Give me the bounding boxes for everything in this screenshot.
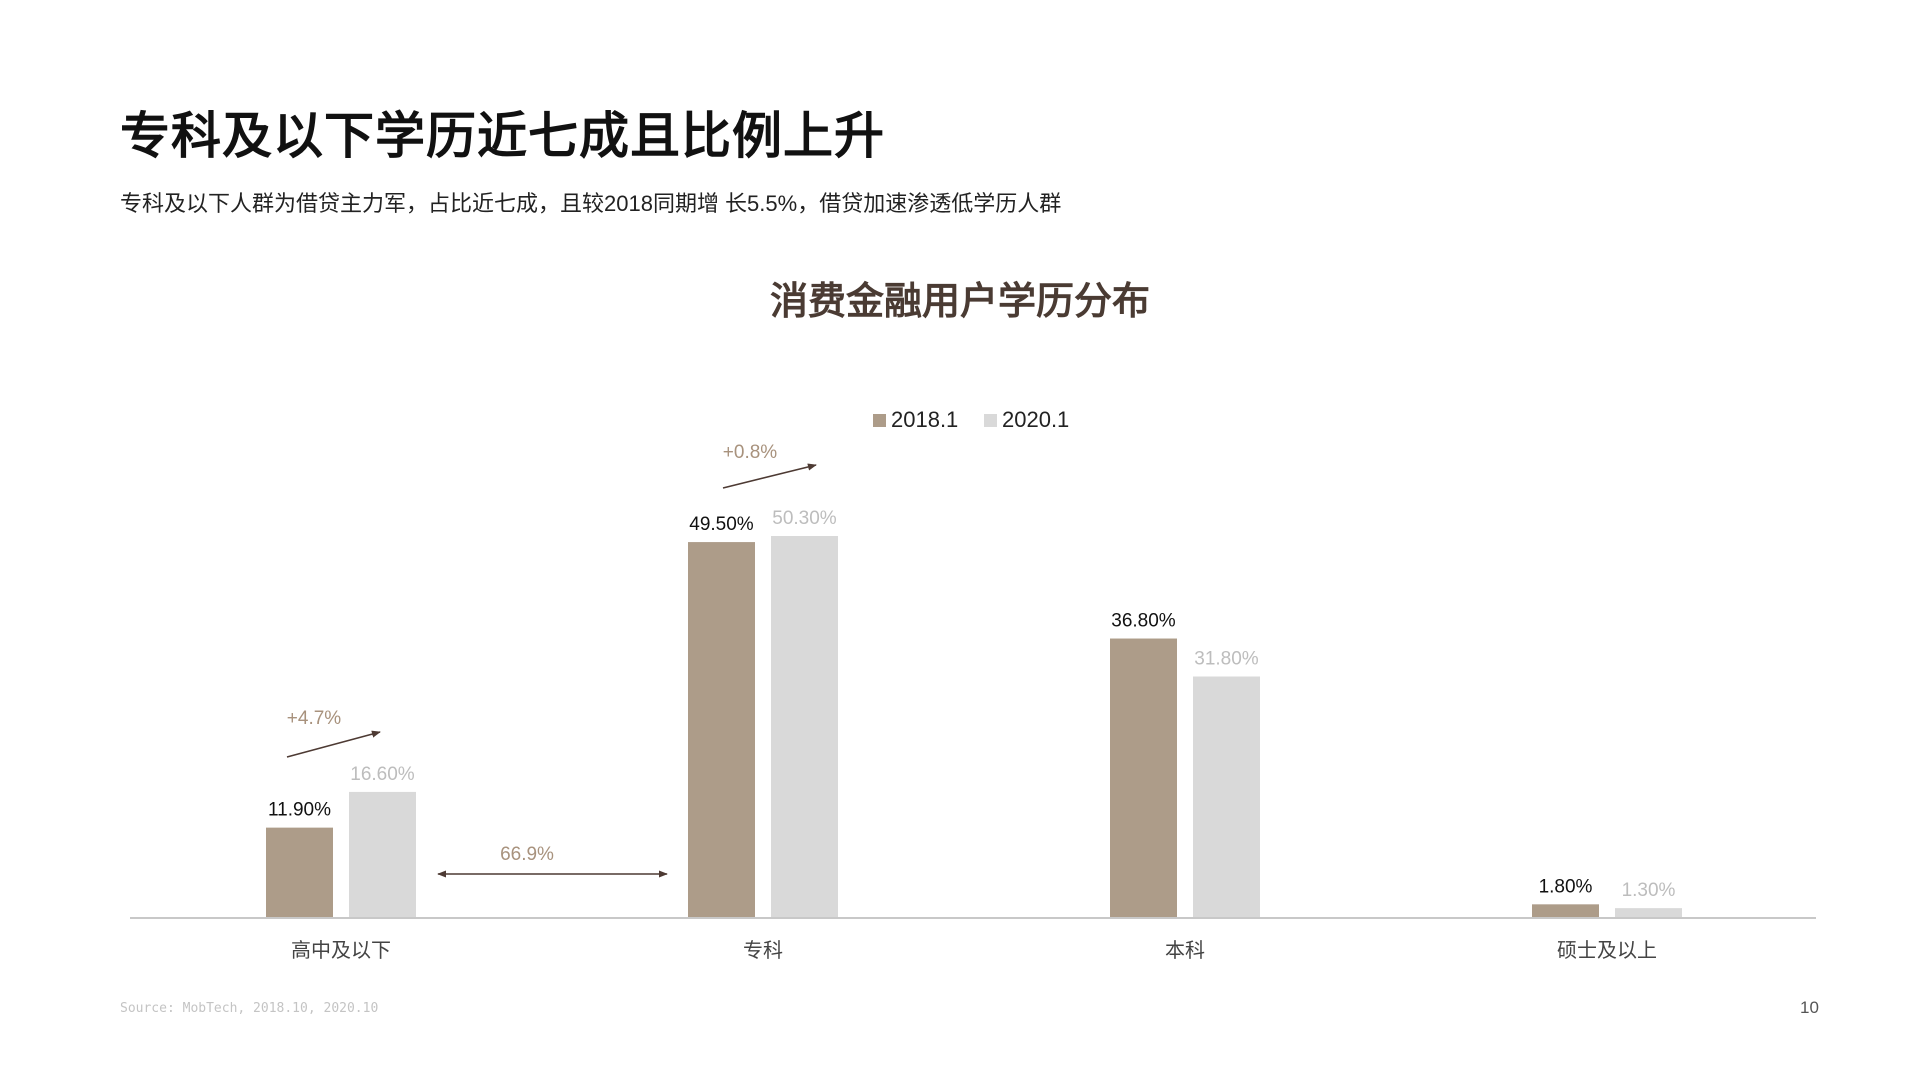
data-label: 16.60% (350, 764, 415, 785)
bar-2020.1-专科 (771, 536, 838, 918)
data-label: 1.80% (1539, 876, 1593, 897)
legend-swatch (984, 414, 997, 427)
bar-2018.1-硕士及以上 (1532, 904, 1599, 918)
increase-label: +0.8% (723, 442, 778, 463)
data-label: 50.30% (772, 508, 837, 529)
bar-2018.1-专科 (688, 542, 755, 918)
data-label: 31.80% (1194, 648, 1259, 669)
x-tick-label: 本科 (1165, 939, 1205, 962)
legend-swatch (873, 414, 886, 427)
increase-label: +4.7% (287, 708, 342, 729)
data-label: 36.80% (1111, 611, 1176, 632)
x-tick-label: 专科 (743, 939, 783, 962)
x-tick-label: 高中及以下 (291, 939, 391, 962)
bar-2020.1-高中及以下 (349, 791, 416, 918)
chart-title: 消费金融用户学历分布 (769, 281, 1150, 323)
source-note: Source: MobTech, 2018.10, 2020.10 (120, 1001, 379, 1016)
page-title: 专科及以下学历近七成且比例上升 (120, 108, 885, 164)
share-label: 66.9% (500, 844, 554, 865)
bar-2020.1-本科 (1193, 676, 1260, 918)
legend-label: 2018.1 (891, 407, 958, 432)
increase-arrow (722, 463, 817, 489)
bar-group: 11.90% 49.50% 36.80% 1.80% 16.60% 50.30% 31.80… (130, 508, 1816, 962)
annotation-group: +4.7% +0.8% 66.9% (286, 442, 817, 878)
data-label: 1.30% (1622, 880, 1676, 901)
chart-legend: 2018.1 2020.1 (873, 407, 1069, 432)
data-label: 11.90% (268, 800, 331, 821)
page-number: 10 (1800, 998, 1819, 1017)
data-label: 49.50% (689, 514, 754, 535)
legend-label: 2020.1 (1002, 407, 1069, 432)
x-tick-label: 硕士及以上 (1557, 939, 1657, 962)
bar-2018.1-本科 (1110, 638, 1177, 918)
bar-2018.1-高中及以下 (266, 827, 333, 918)
bar-2020.1-硕士及以上 (1615, 908, 1682, 918)
page-subtitle: 专科及以下人群为借贷主力军，占比近七成，且较2018同期增 长5.5%，借贷加速… (120, 191, 1062, 216)
increase-arrow (286, 730, 381, 758)
